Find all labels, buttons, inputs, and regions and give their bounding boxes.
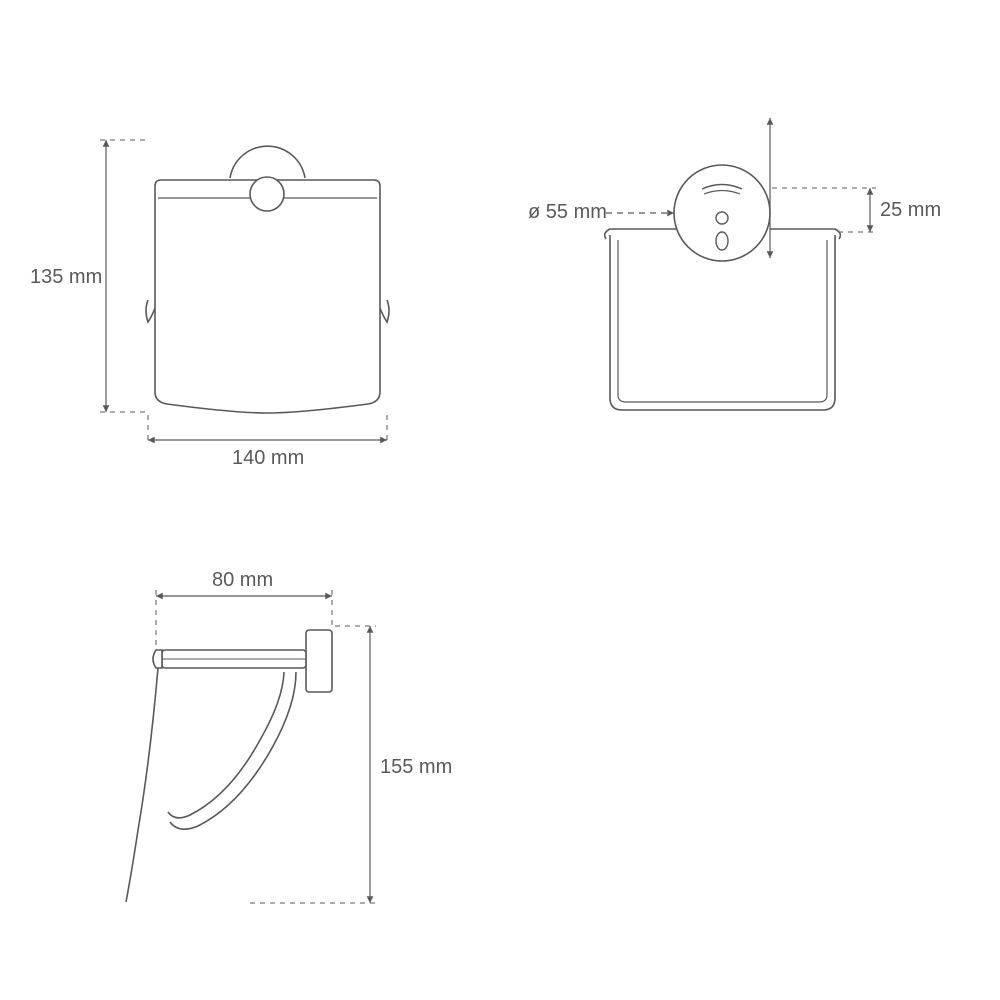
dim-front-width: 140 mm [232,447,304,469]
dim-mount-diameter: ø 55 mm [528,201,607,223]
technical-drawing-canvas: 135 mm 140 mm ø 55 mm 25 mm [0,0,1000,1000]
dim-front-height: 135 mm [30,266,102,288]
dim-side-depth: 80 mm [212,569,273,591]
front-view: 135 mm 140 mm [30,140,389,469]
side-view: 80 mm 155 mm [126,569,452,903]
dim-mount-offset: 25 mm [880,199,941,221]
back-view: ø 55 mm 25 mm [528,118,941,410]
dim-side-height: 155 mm [380,756,452,778]
